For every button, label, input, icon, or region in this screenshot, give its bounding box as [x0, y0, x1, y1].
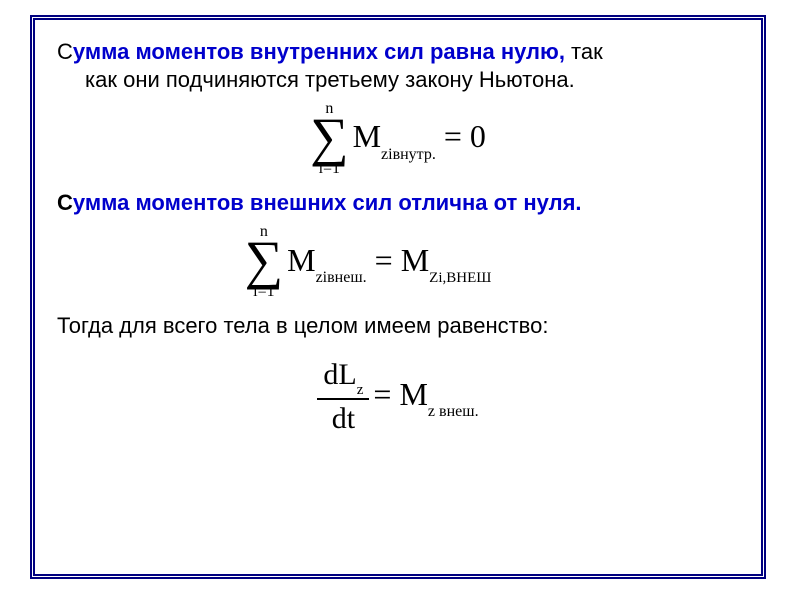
- f2-eq: =: [367, 242, 401, 278]
- f3-numerator: dLz: [317, 358, 369, 400]
- sigma-1: ∑: [310, 115, 349, 161]
- f3-eq: =: [373, 376, 399, 412]
- f1-body: Mziвнутр. = 0: [353, 118, 486, 159]
- formula-1: n ∑ i=1 Mziвнутр. = 0: [57, 101, 739, 177]
- p1-first-letter: С: [57, 39, 73, 64]
- f3-num-sub: z: [357, 382, 364, 398]
- p2-highlight: умма моментов внешних сил отлична от нул…: [73, 190, 582, 215]
- f3-fraction: dLz dt: [317, 358, 369, 436]
- f2-sub1: ziвнеш.: [316, 269, 367, 286]
- p1-tail: так: [565, 39, 603, 64]
- f1-M: M: [353, 118, 381, 154]
- slide-frame: Сумма моментов внутренних сил равна нулю…: [30, 15, 766, 579]
- f3-denominator: dt: [317, 400, 369, 436]
- f2-M2: M: [401, 242, 429, 278]
- paragraph-2: Сумма моментов внешних сил отлична от ну…: [57, 189, 739, 217]
- f2-body: Mziвнеш. = MZi,ВНЕШ: [287, 242, 491, 283]
- sigma-2: ∑: [245, 238, 284, 284]
- p1-line2: как они подчиняются третьему закону Ньют…: [57, 66, 739, 94]
- formula-3: dLz dt = Mz внеш.: [57, 358, 739, 436]
- formula-2: n ∑ i=1 Mziвнеш. = MZi,ВНЕШ: [0, 224, 739, 300]
- f3-rhs: = Mz внеш.: [373, 376, 478, 417]
- f1-sub: ziвнутр.: [381, 146, 436, 163]
- sum-symbol-1: n ∑ i=1: [310, 101, 349, 177]
- p2-first-letter: С: [57, 190, 73, 215]
- f2-M1: M: [287, 242, 315, 278]
- paragraph-1: Сумма моментов внутренних сил равна нулю…: [57, 38, 739, 93]
- f3-M: M: [399, 376, 427, 412]
- sum-symbol-2: n ∑ i=1: [245, 224, 284, 300]
- f1-eq: = 0: [436, 118, 486, 154]
- p1-highlight: умма моментов внутренних сил равна нулю,: [73, 39, 565, 64]
- f3-Msub: z внеш.: [428, 403, 479, 420]
- f2-sub2: Zi,ВНЕШ: [429, 270, 491, 286]
- paragraph-3: Тогда для всего тела в целом имеем равен…: [57, 312, 739, 340]
- f3-num-d: dL: [323, 358, 356, 391]
